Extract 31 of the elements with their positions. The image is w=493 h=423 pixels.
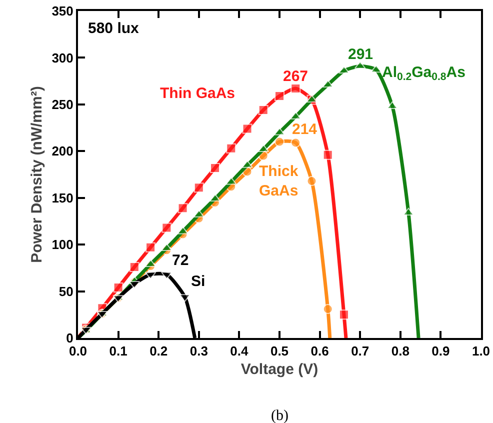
- series-label: Al$_{0.2}$Ga$_{0.8}$As: [382, 64, 466, 84]
- y-tick-label: 250: [52, 96, 74, 112]
- annotation: 291: [348, 46, 374, 63]
- x-tick-label: 0.6: [310, 344, 329, 359]
- series-label: Si: [191, 273, 206, 290]
- y-axis-title: Power Density (nW/mm²): [28, 86, 46, 263]
- x-tick-label: 0.8: [391, 344, 410, 359]
- x-tick-label: 0.1: [109, 344, 128, 359]
- annotation: 267: [283, 68, 308, 85]
- y-tick-label: 200: [52, 144, 74, 159]
- annotation: 214: [292, 121, 318, 138]
- y-tick-label: 0: [66, 330, 74, 346]
- x-tick-label: 0.3: [190, 344, 208, 359]
- x-tick-label: 0.5: [270, 344, 289, 359]
- series-label: Thin GaAs: [160, 85, 236, 102]
- y-tick-label: 300: [52, 50, 74, 66]
- y-tick-label: 100: [52, 237, 74, 252]
- y-tick-label: 350: [52, 4, 74, 19]
- y-tick-label: 150: [52, 190, 74, 206]
- series-label: Thick GaAs: [259, 163, 299, 200]
- annotation: 580 lux: [88, 20, 140, 37]
- x-tick-label: 0.0: [68, 344, 88, 359]
- x-tick-label: 1.0: [472, 344, 490, 359]
- y-tick-label: 50: [58, 284, 74, 299]
- x-tick-label: 0.7: [351, 344, 370, 359]
- x-axis-title: Voltage (V): [240, 361, 318, 378]
- text: (b): [271, 408, 288, 423]
- annotation: 72: [172, 252, 189, 269]
- x-tick-label: 0.2: [150, 344, 168, 359]
- x-tick-label: 0.9: [432, 344, 450, 359]
- x-tick-label: 0.4: [230, 344, 250, 359]
